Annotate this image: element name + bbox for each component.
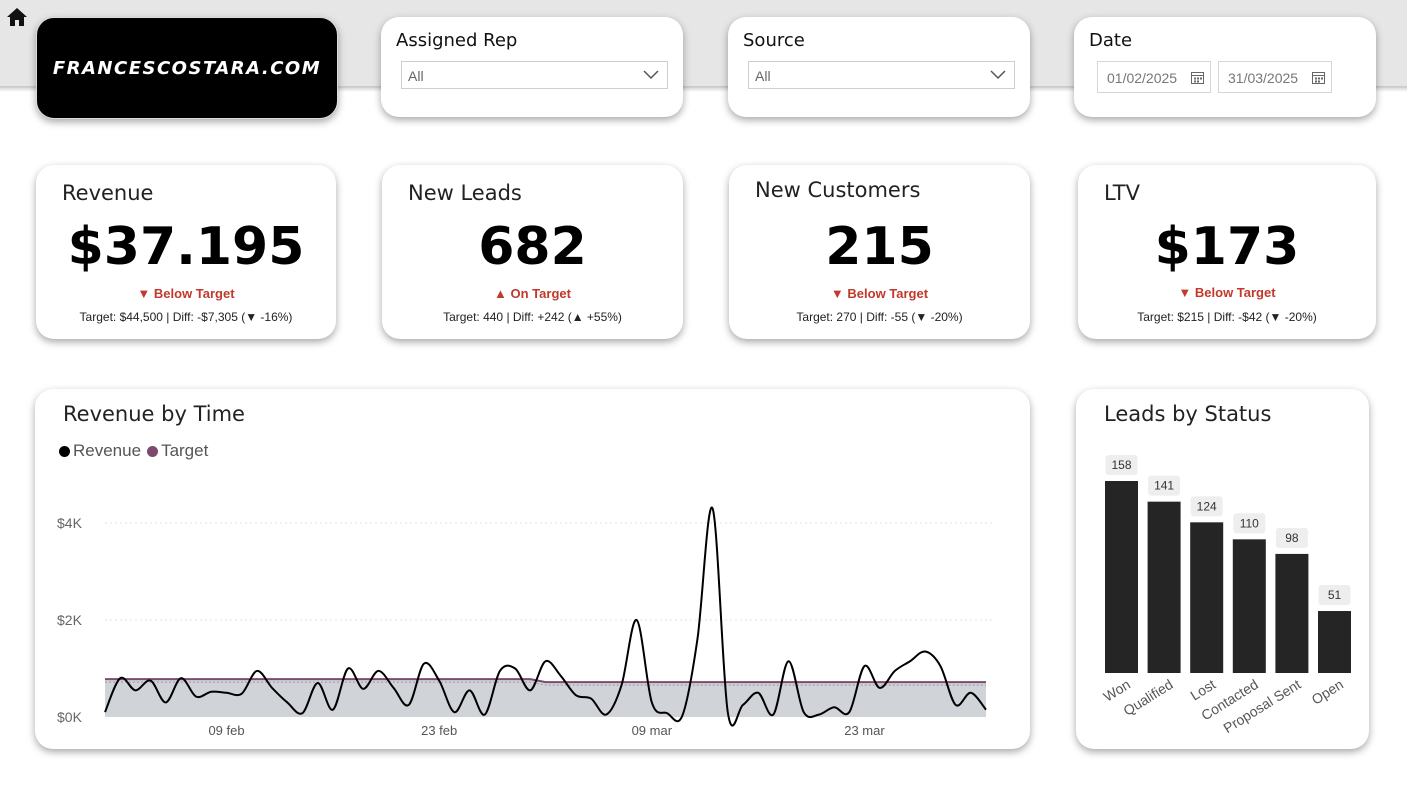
data-label-bg [1275, 527, 1308, 548]
x-tick-label: 09 mar [632, 723, 673, 738]
kpi-detail: Target: 440 | Diff: +242 (▲ +55%) [443, 310, 622, 324]
assigned-rep-title: Assigned Rep [396, 30, 518, 51]
data-label-bg [1318, 585, 1351, 606]
data-label-bg [1190, 496, 1223, 517]
assigned-rep-dropdown[interactable]: All [401, 61, 668, 89]
y-tick-label: $4K [57, 515, 83, 531]
header-shadow [0, 86, 1407, 92]
kpi-card-ltv: LTV $173 ▼ Below Target Target: $215 | D… [1078, 165, 1376, 339]
chevron-down-icon [990, 70, 1006, 80]
brand-logo: FRANCESCOSTARA.COM [36, 17, 338, 119]
leads-status-bar-chart[interactable]: 158Won141Qualified124Lost110Contacted98P… [1076, 389, 1369, 749]
source-title: Source [743, 30, 805, 51]
bar-data-label: 158 [1111, 458, 1131, 472]
assigned-rep-value: All [408, 68, 424, 84]
revenue-by-time-card: Revenue by Time Revenue Target $0K $2K $4K… [35, 389, 1030, 749]
kpi-detail: Target: 270 | Diff: -55 (▼ -20%) [796, 310, 963, 324]
target-series-line[interactable] [105, 678, 986, 684]
legend-item-target[interactable]: Target [147, 441, 208, 461]
bar[interactable] [1275, 553, 1309, 673]
assigned-rep-slicer: Assigned Rep All [381, 17, 683, 117]
source-dropdown[interactable]: All [748, 61, 1015, 89]
target-dashed-line [105, 681, 986, 686]
bar-data-label: 124 [1197, 499, 1217, 513]
start-date-input[interactable]: 01/02/2025 [1097, 61, 1211, 93]
kpi-value: $37.195 [67, 217, 305, 277]
date-title: Date [1089, 30, 1133, 51]
kpi-card-new-customers: New Customers 215 ▼ Below Target Target:… [729, 165, 1030, 339]
kpi-title: New Leads [408, 181, 522, 205]
home-icon[interactable] [6, 6, 28, 28]
revenue-chart-legend[interactable]: Revenue Target [59, 441, 208, 461]
legend-label-revenue: Revenue [73, 441, 142, 460]
kpi-status: ▲ On Target [494, 286, 571, 301]
x-tick-label: 23 feb [421, 723, 457, 738]
brand-logo-text: FRANCESCOSTARA.COM [52, 57, 322, 79]
chevron-down-icon [643, 70, 659, 80]
end-date-input[interactable]: 31/03/2025 [1218, 61, 1332, 93]
kpi-value: $173 [1154, 217, 1300, 277]
x-tick-label: 23 mar [844, 723, 885, 738]
bar-data-label: 98 [1285, 531, 1299, 545]
bar[interactable] [1105, 481, 1138, 673]
leads-by-status-card: Leads by Status 158 Won 141 Qualified 124 Los… [1076, 389, 1369, 749]
kpi-title: New Customers [755, 178, 921, 202]
kpi-value: 215 [825, 217, 934, 277]
kpi-detail: Target: $44,500 | Diff: -$7,305 (▼ -16%) [79, 310, 293, 324]
kpi-status: ▼ Below Target [1178, 285, 1276, 300]
x-tick-label: 09 feb [208, 723, 244, 738]
data-label-bg [1105, 455, 1138, 475]
source-slicer: Source All [728, 17, 1030, 117]
kpi-status: ▼ Below Target [830, 286, 929, 301]
data-label-bg [1233, 513, 1266, 534]
bar-data-label: 110 [1240, 516, 1259, 530]
kpi-card-revenue: Revenue $37.195 ▼ Below Target Target: $… [36, 165, 336, 339]
bar-data-label: 141 [1154, 479, 1174, 493]
calendar-icon [1312, 72, 1325, 84]
bar-data-label: 51 [1328, 588, 1342, 602]
category-label: Qualified [1120, 676, 1175, 719]
data-label-bg [1148, 475, 1181, 496]
category-label: Open [1309, 676, 1347, 708]
date-slicer: Date 01/02/2025 31/03/2025 [1074, 17, 1376, 117]
kpi-card-new-leads: New Leads 682 ▲ On Target Target: 440 | … [382, 165, 683, 339]
legend-label-target: Target [161, 441, 209, 460]
start-date-value: 01/02/2025 [1107, 70, 1178, 86]
kpi-title: LTV [1104, 181, 1141, 205]
end-date-value: 31/03/2025 [1228, 70, 1299, 86]
y-tick-label: $2K [57, 612, 83, 628]
revenue-line-chart[interactable]: $0K $2K $4K 09 feb 23 feb 09 mar 23 mar [35, 389, 1030, 749]
kpi-title: Revenue [62, 181, 154, 205]
source-value: All [755, 68, 771, 84]
bar[interactable] [1190, 522, 1224, 673]
calendar-icon [1191, 72, 1204, 84]
legend-item-revenue[interactable]: Revenue [59, 441, 141, 461]
status-chart-title: Leads by Status [1104, 402, 1272, 426]
bar[interactable] [1232, 539, 1266, 673]
revenue-series-line[interactable] [104, 506, 987, 727]
kpi-detail: Target: $215 | Diff: -$42 (▼ -20%) [1137, 310, 1317, 324]
bar[interactable] [1147, 501, 1181, 673]
legend-dot-target [147, 445, 159, 457]
legend-dot-revenue [59, 445, 70, 457]
kpi-status: ▼ Below Target [137, 286, 235, 301]
y-tick-label: $0K [57, 709, 83, 725]
kpi-value: 682 [478, 217, 587, 277]
revenue-chart-title: Revenue by Time [63, 402, 245, 426]
bar[interactable] [1318, 611, 1351, 673]
